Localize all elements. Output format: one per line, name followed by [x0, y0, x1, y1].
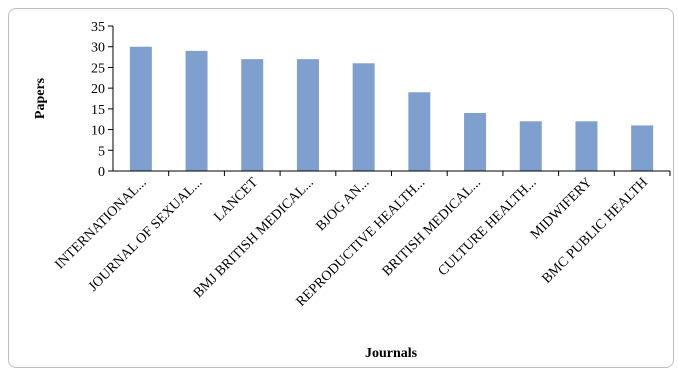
bar — [631, 125, 654, 171]
y-tick-label: 30 — [91, 41, 105, 56]
y-tick-label: 20 — [91, 82, 105, 97]
x-category-label: BMJ BRITISH MEDICAL... — [191, 175, 317, 301]
x-category-label: BRITISH MEDICAL... — [380, 175, 484, 279]
x-category-label: BJOG AN... — [313, 175, 372, 234]
x-category-label: JOURNAL OF SEXUAL... — [86, 175, 205, 294]
x-category-label: INTERNATIONAL... — [52, 175, 149, 272]
y-tick-label: 25 — [91, 61, 105, 76]
y-tick-label: 0 — [98, 165, 105, 180]
bar — [241, 59, 264, 172]
y-tick-label: 5 — [98, 144, 105, 159]
y-axis-title: Papers — [33, 77, 48, 119]
x-category-label: BMC PUBLIC HEALTH — [540, 175, 651, 286]
y-tick-label: 15 — [91, 103, 105, 118]
bar — [408, 92, 431, 171]
x-axis-title: Journals — [365, 346, 418, 361]
y-tick-label: 35 — [91, 20, 105, 35]
bar — [352, 63, 375, 171]
bar — [575, 121, 598, 171]
x-category-label: LANCET — [211, 175, 261, 225]
bar — [519, 121, 542, 171]
bar — [464, 113, 487, 171]
bar — [296, 59, 319, 172]
bar — [185, 50, 208, 171]
y-tick-label: 10 — [91, 124, 105, 139]
chart-frame — [8, 8, 674, 368]
x-category-label: CULTURE HEALTH... — [436, 175, 540, 279]
bar — [129, 46, 152, 171]
